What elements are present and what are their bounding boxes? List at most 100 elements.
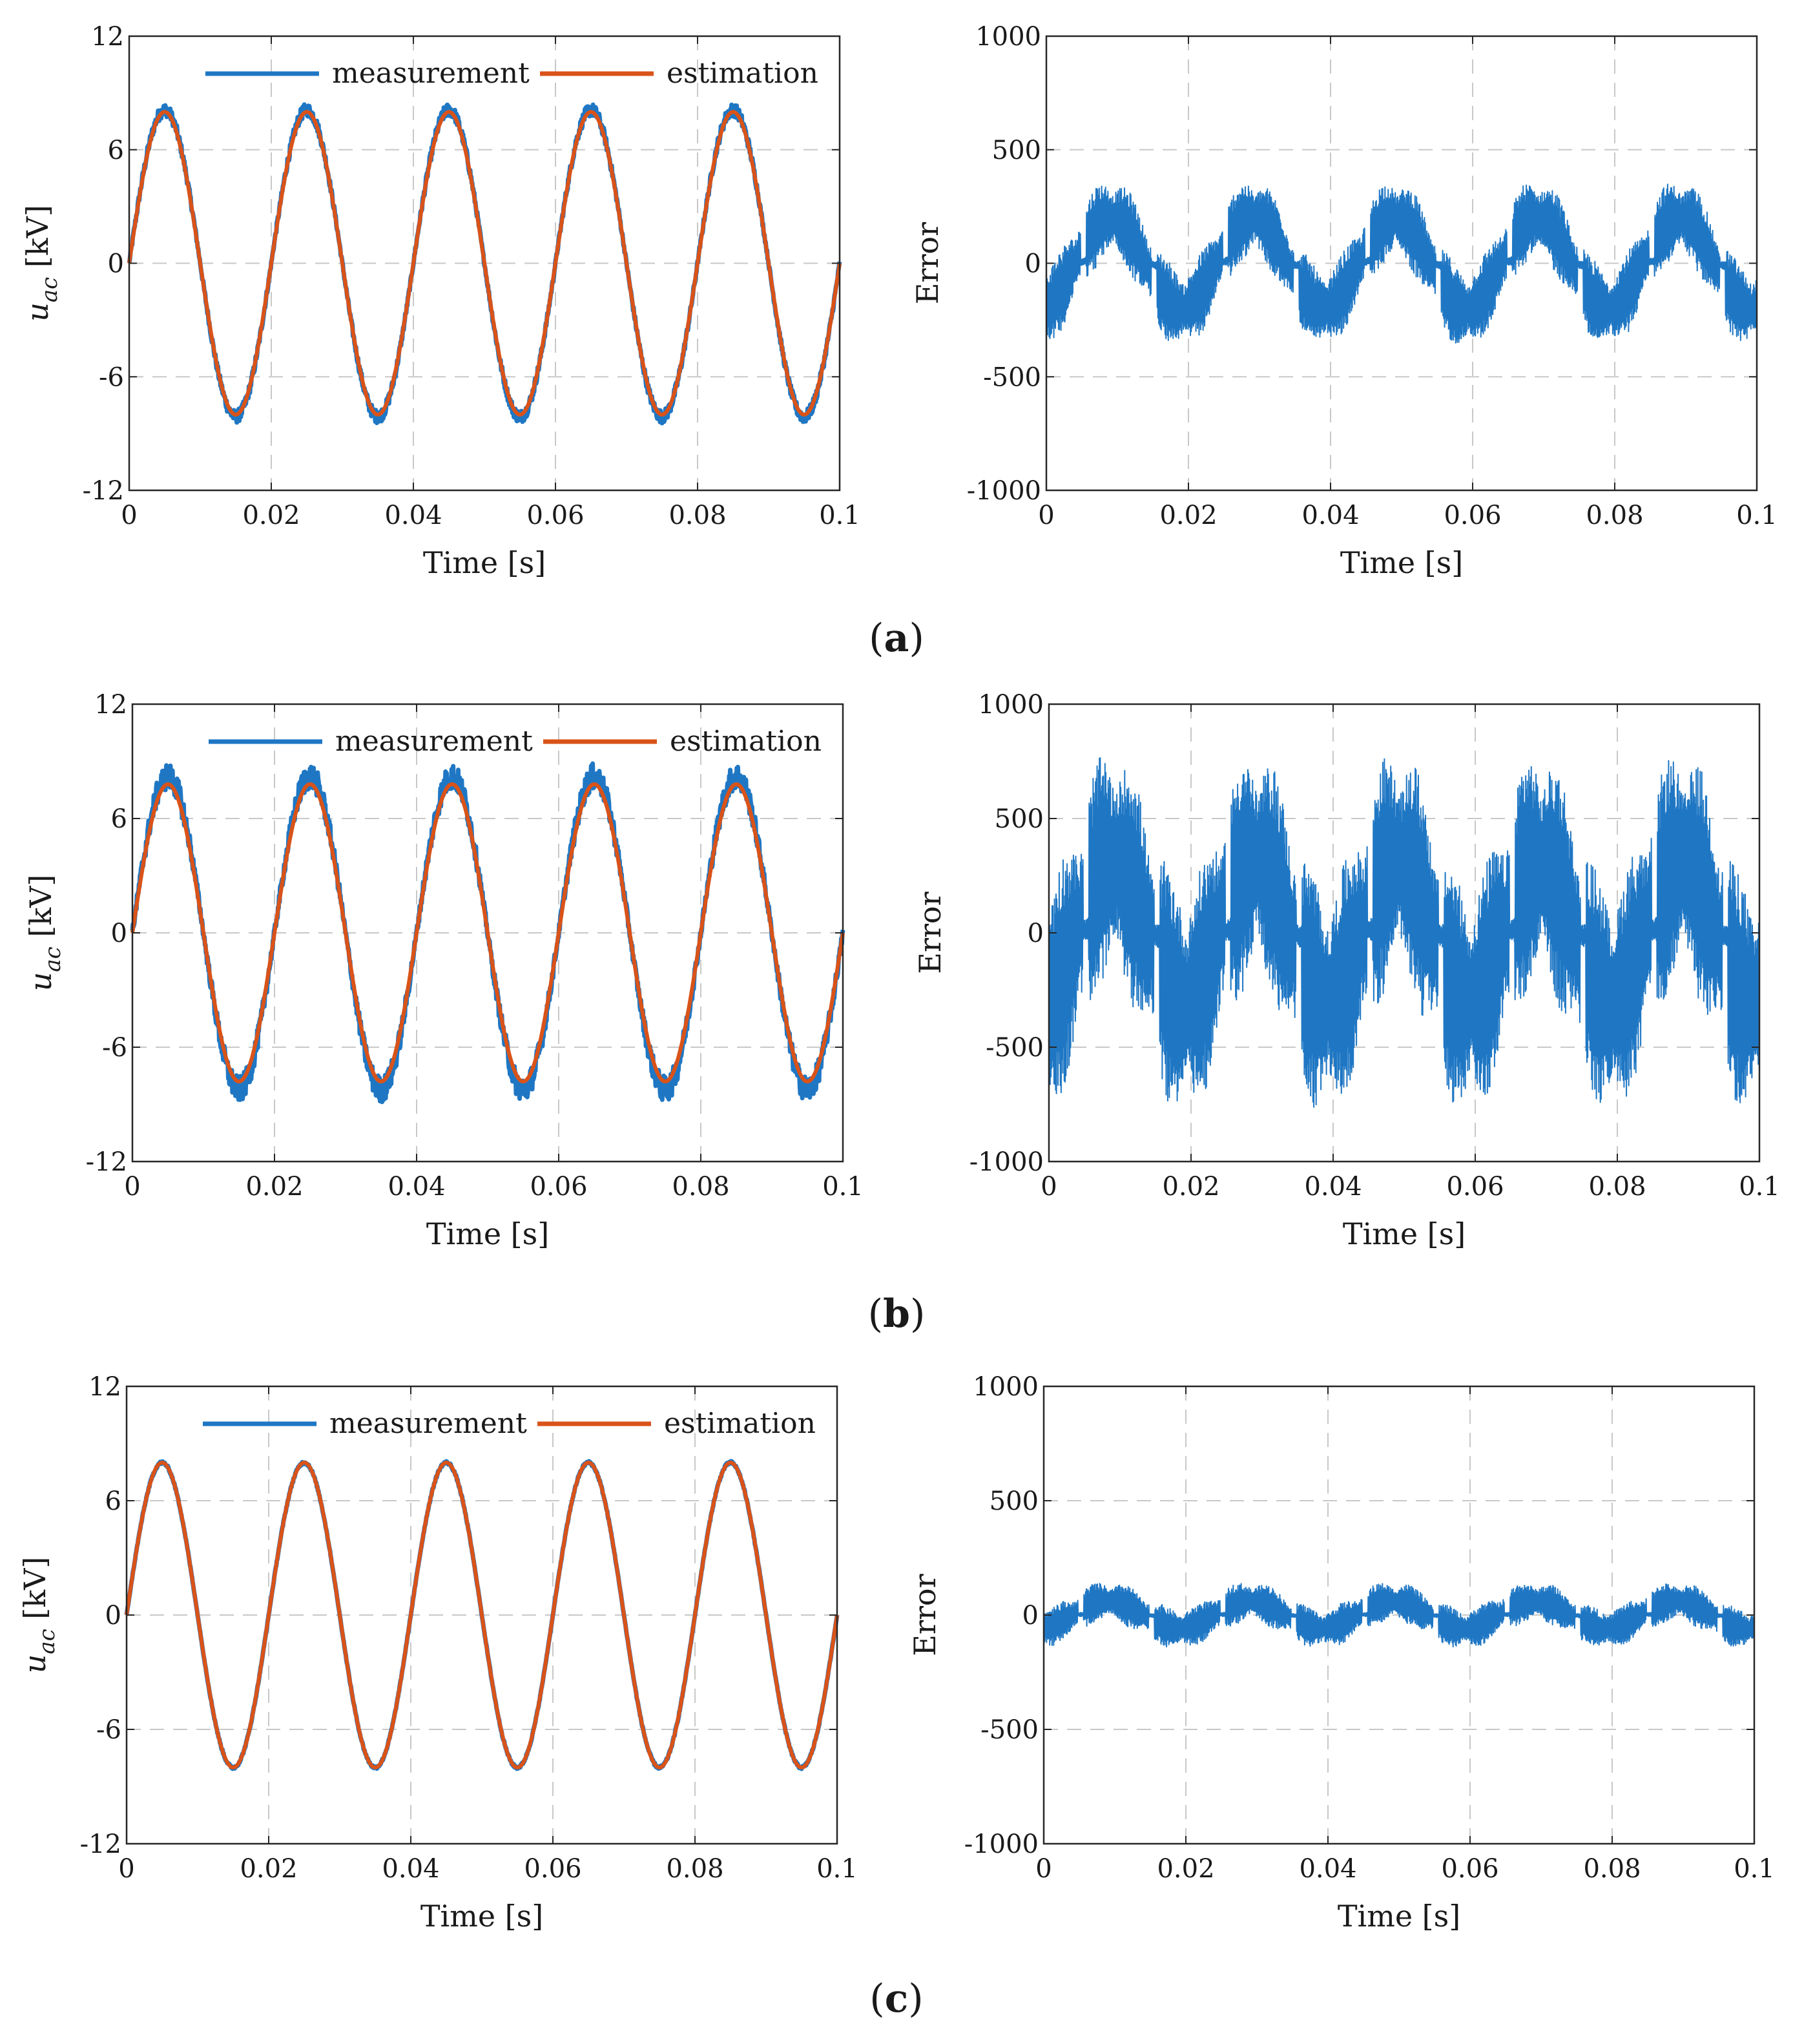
x-tick-label: 0.02 (240, 1854, 297, 1884)
x-tick-label: 0.04 (1304, 1172, 1362, 1202)
ticks: 0 0.02 0.04 0.06 0.08 0.1 -12 -6 0 6 12 (83, 22, 860, 530)
y-tick-label: -500 (980, 1715, 1039, 1745)
y-label-unit: [kV] (20, 205, 55, 277)
y-tick-label: 6 (105, 1486, 121, 1516)
x-tick-label: 0 (1035, 1854, 1052, 1884)
x-tick-label: 0.1 (819, 501, 860, 530)
chart-a-right: 0 0.02 0.04 0.06 0.08 0.1 -1000 -500 0 500 1000 Tim… (910, 22, 1777, 580)
y-tick-label: 0 (108, 249, 124, 279)
x-tick-label: 0.06 (524, 1854, 581, 1884)
x-axis-label: Time [s] (1338, 1899, 1460, 1934)
x-tick-label: 0.04 (388, 1172, 445, 1202)
chart-a-left: 0 0.02 0.04 0.06 0.08 0.1 -12 -6 0 6 12 Time [s] uac… (20, 22, 860, 580)
legend: measurement estimation (203, 1407, 816, 1440)
x-tick-label: 0.04 (1299, 1854, 1356, 1884)
x-tick-label: 0.1 (816, 1854, 858, 1884)
ticks: 0 0.02 0.04 0.06 0.08 0.1 -12 -6 0 6 12 (80, 1372, 858, 1884)
x-tick-label: 0.1 (1739, 1172, 1780, 1202)
x-axis-label: Time [s] (420, 1899, 543, 1934)
y-tick-label: 0 (1028, 919, 1044, 948)
y-tick-label: 500 (990, 1486, 1039, 1516)
y-tick-label: -12 (86, 1147, 127, 1177)
y-tick-label: 1000 (975, 22, 1041, 52)
y-tick-label: 1000 (978, 690, 1044, 720)
panel-label-a: (a) (869, 616, 924, 661)
y-tick-label: -1000 (969, 1147, 1044, 1177)
y-tick-label: 12 (94, 690, 127, 720)
y-tick-label: 500 (992, 136, 1041, 165)
x-tick-label: 0 (118, 1854, 134, 1884)
x-tick-label: 0.02 (1157, 1854, 1214, 1884)
x-tick-label: 0.08 (666, 1854, 723, 1884)
y-tick-label: -1000 (964, 1830, 1039, 1859)
chart-b-right: 0 0.02 0.04 0.06 0.08 0.1 -1000 -500 0 500 1000 Tim… (913, 690, 1780, 1251)
y-tick-label: 1000 (973, 1372, 1039, 1402)
legend-label-estimation: estimation (670, 725, 822, 758)
x-tick-label: 0.04 (382, 1854, 439, 1884)
x-tick-label: 0.1 (822, 1172, 864, 1202)
legend: measurement estimation (209, 725, 822, 758)
legend-label-measurement: measurement (332, 57, 530, 90)
y-label-variable: u (17, 1654, 52, 1674)
y-label-variable: u (20, 302, 55, 322)
y-label-unit: [kV] (23, 875, 58, 947)
x-axis-label: Time [s] (426, 1216, 549, 1251)
y-tick-label: 500 (995, 804, 1044, 834)
x-tick-label: 0.06 (1444, 501, 1501, 530)
x-tick-label: 0.1 (1736, 501, 1777, 530)
y-tick-label: -12 (83, 476, 124, 506)
series-line-error (1046, 183, 1757, 344)
legend-label-estimation: estimation (667, 57, 818, 90)
x-tick-label: 0.04 (1301, 501, 1359, 530)
y-label-variable: u (23, 972, 58, 992)
y-tick-label: 6 (111, 804, 127, 834)
y-tick-label: 12 (91, 22, 124, 52)
y-axis-label: uac [kV] (23, 875, 66, 992)
legend-label-measurement: measurement (329, 1407, 527, 1440)
y-tick-label: -6 (99, 362, 124, 392)
y-tick-label: 0 (1025, 249, 1041, 279)
y-label-subscript: ac (37, 277, 63, 302)
x-tick-label: 0.08 (1588, 1172, 1646, 1202)
ticks: 0 0.02 0.04 0.06 0.08 0.1 -1000 -500 0 500 1000 (969, 690, 1780, 1202)
y-axis-label: Error (910, 222, 945, 304)
y-tick-label: 0 (105, 1601, 121, 1631)
y-tick-label: 0 (1022, 1601, 1039, 1631)
x-axis-label: Time [s] (1343, 1216, 1466, 1251)
ticks: 0 0.02 0.04 0.06 0.08 0.1 -1000 -500 0 500 1000 (964, 1372, 1775, 1884)
x-tick-label: 0.1 (1734, 1854, 1775, 1884)
y-axis-label: Error (907, 1574, 942, 1656)
x-tick-label: 0.08 (672, 1172, 729, 1202)
x-tick-label: 0.06 (1446, 1172, 1504, 1202)
x-tick-label: 0.08 (1586, 501, 1643, 530)
x-tick-label: 0.02 (242, 501, 300, 530)
y-axis-label: Error (913, 892, 948, 974)
x-tick-label: 0.08 (668, 501, 726, 530)
x-tick-label: 0.02 (245, 1172, 303, 1202)
x-tick-label: 0 (124, 1172, 140, 1202)
x-tick-label: 0.04 (384, 501, 442, 530)
x-tick-label: 0.02 (1162, 1172, 1219, 1202)
y-label-unit: [kV] (17, 1557, 52, 1629)
chart-b-left: 0 0.02 0.04 0.06 0.08 0.1 -12 -6 0 6 12 Time [s] uac… (23, 690, 864, 1251)
y-tick-label: 12 (88, 1372, 121, 1402)
series-line-error (1043, 1583, 1755, 1648)
x-axis-label: Time [s] (1340, 545, 1463, 580)
grid (127, 1386, 837, 1844)
chart-c-left: 0 0.02 0.04 0.06 0.08 0.1 -12 -6 0 6 12 Time [s] uac… (17, 1372, 858, 1934)
y-tick-label: 6 (108, 136, 124, 165)
y-tick-label: -500 (983, 362, 1041, 392)
y-tick-label: 0 (111, 919, 127, 948)
series-line-estimation (125, 1461, 839, 1769)
series-line-estimation (130, 782, 845, 1084)
ticks: 0 0.02 0.04 0.06 0.08 0.1 -1000 -500 0 500 1000 (967, 22, 1777, 530)
grid (1046, 36, 1757, 490)
x-tick-label: 0.06 (1441, 1854, 1498, 1884)
x-axis-label: Time [s] (423, 545, 546, 580)
y-axis-label: uac [kV] (17, 1557, 60, 1674)
x-tick-label: 0 (1038, 501, 1054, 530)
series-line-error (1048, 757, 1760, 1108)
legend-label-measurement: measurement (335, 725, 533, 758)
x-tick-label: 0 (121, 501, 137, 530)
